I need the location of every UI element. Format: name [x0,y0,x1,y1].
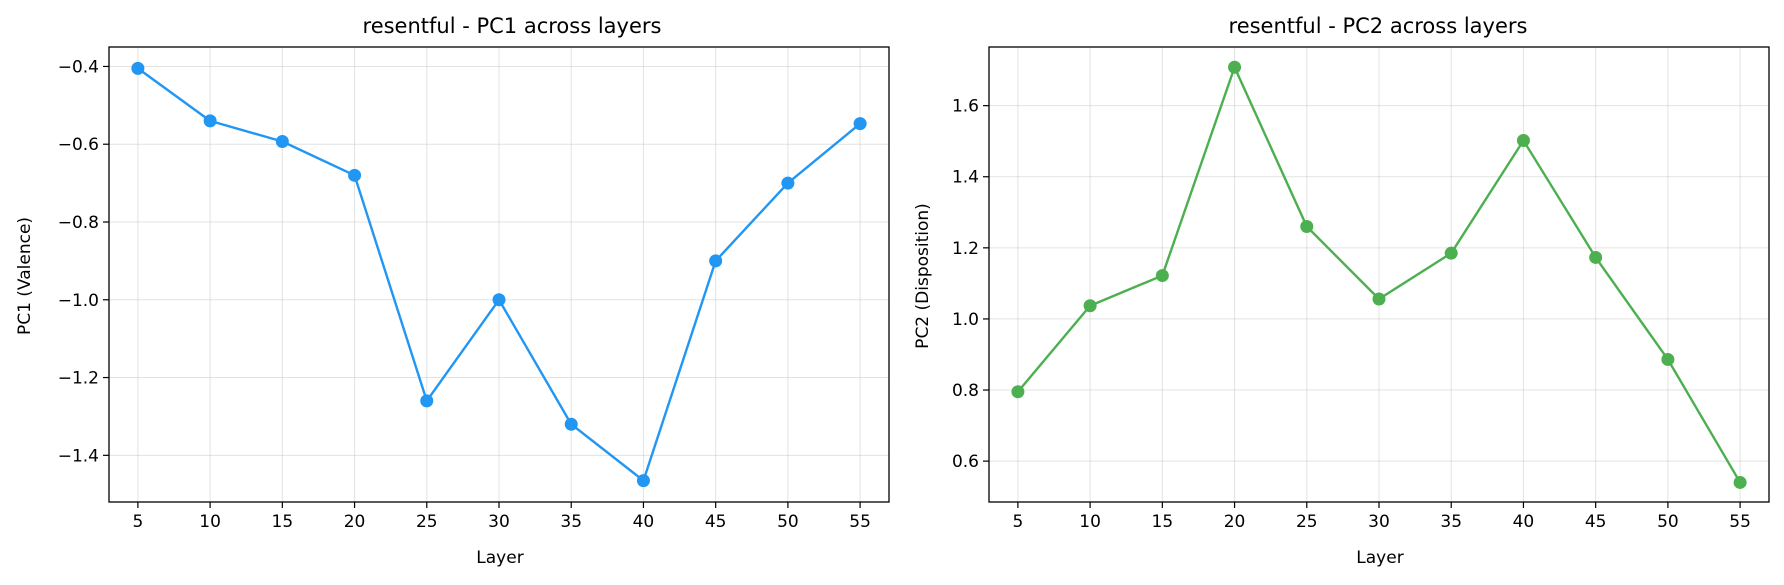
chart-title: resentful - PC2 across layers [1229,14,1528,38]
data-point [348,168,362,182]
y-axis-label: PC1 (Valence) [15,217,35,335]
data-point [1661,352,1675,366]
data-point [492,293,506,307]
x-tick-label: 5 [132,512,143,532]
data-point [1300,220,1314,234]
x-tick-label: 10 [1079,512,1101,532]
x-tick-label: 20 [1224,512,1246,532]
data-point [709,254,723,268]
data-point [1444,246,1458,260]
x-tick-label: 15 [1152,512,1174,532]
x-axis-label: Layer [476,548,523,568]
y-tick-label: −1.0 [58,291,99,311]
data-point [1228,60,1242,74]
y-tick-label: −0.4 [58,57,99,77]
x-tick-label: 40 [633,512,655,532]
x-tick-label: 50 [777,512,799,532]
y-axis-label: PC2 (Disposition) [913,203,933,349]
data-point [1589,250,1603,264]
panel-pc2: resentful - PC2 across layers Layer PC2 … [913,14,1770,568]
x-tick-label: 55 [1729,512,1751,532]
x-tick-label: 5 [1012,512,1023,532]
data-point [1372,292,1386,306]
panel-pc1: resentful - PC1 across layers Layer PC1 … [15,14,890,568]
chart-title: resentful - PC1 across layers [363,14,662,38]
data-point [1011,385,1025,399]
y-tick-label: −1.2 [58,369,99,389]
y-tick-label: 1.6 [952,97,979,117]
data-point [1083,299,1097,313]
x-tick-label: 55 [849,512,871,532]
data-point [203,114,217,128]
data-point [1155,269,1169,283]
x-tick-label: 30 [1368,512,1390,532]
data-point [420,394,434,408]
data-point [636,474,650,488]
x-tick-label: 35 [560,512,582,532]
x-tick-label: 30 [488,512,510,532]
data-point [1733,475,1747,489]
y-tick-label: 1.0 [952,310,979,330]
x-tick-label: 15 [272,512,294,532]
x-tick-label: 50 [1657,512,1679,532]
x-tick-label: 35 [1440,512,1462,532]
y-tick-label: 0.6 [952,452,979,472]
x-tick-label: 25 [1296,512,1318,532]
y-tick-label: 1.4 [952,168,979,188]
y-tick-label: −0.8 [58,213,99,233]
y-tick-label: −0.6 [58,135,99,155]
x-tick-label: 45 [705,512,727,532]
x-axis-label: Layer [1356,548,1403,568]
data-point [275,135,289,148]
data-point [853,117,867,131]
data-point [781,176,795,190]
data-point [564,417,578,431]
y-tick-label: 0.8 [952,381,979,401]
x-tick-label: 10 [199,512,221,532]
x-tick-label: 45 [1585,512,1607,532]
x-tick-label: 40 [1513,512,1535,532]
x-tick-label: 20 [344,512,366,532]
y-tick-label: −1.4 [58,446,99,466]
data-point [1516,133,1530,147]
y-tick-label: 1.2 [952,239,979,259]
data-point [131,61,145,75]
x-tick-label: 25 [416,512,438,532]
